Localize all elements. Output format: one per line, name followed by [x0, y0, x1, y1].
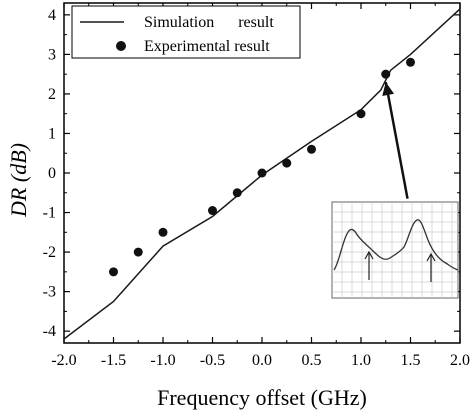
experimental-point	[109, 267, 118, 277]
x-tick-label: 0.0	[252, 352, 272, 369]
simulation-series	[63, 8, 461, 340]
experimental-point	[208, 206, 217, 216]
y-tick-label: 0	[48, 165, 56, 182]
legend-marker-swatch	[116, 41, 126, 51]
axes: -2.0 -1.5 -1.0 -0.5 0.0 0.5 1.0 1.5 2.0 -4 -3 -2 -1 0…	[43, 2, 470, 369]
x-tick-label: -2.0	[51, 352, 76, 369]
x-tick-label: 0.5	[302, 352, 322, 369]
simulation-line	[63, 8, 461, 340]
y-axis-label: DR (dB)	[6, 143, 31, 218]
x-tick-label: 1.5	[401, 352, 421, 369]
experimental-point	[282, 158, 292, 168]
experimental-point	[406, 57, 415, 67]
inset-spectrum	[331, 201, 459, 299]
experimental-point	[158, 227, 168, 237]
inset-arrowhead	[364, 250, 374, 260]
x-axis-label: Frequency offset (GHz)	[157, 385, 367, 410]
experimental-point	[133, 247, 143, 257]
annotation-arrow-line	[384, 81, 409, 199]
y-tick-label: 4	[48, 7, 56, 24]
y-tick-label: -2	[43, 244, 56, 261]
inset-spectrum-trace	[333, 219, 459, 271]
inset-arrowhead	[426, 252, 436, 262]
x-tick-label: -1.5	[101, 352, 126, 369]
experimental-point	[381, 69, 391, 79]
legend-label-experimental: Experimental result	[144, 38, 270, 55]
annotation-arrowhead	[382, 82, 395, 96]
annotations	[382, 81, 409, 199]
x-tick-label: -0.5	[200, 352, 225, 369]
y-tick-label: 2	[48, 86, 56, 103]
y-tick-label: 3	[48, 46, 56, 63]
y-tick-label: -1	[43, 205, 56, 222]
legend: Simulation result Experimental result	[71, 5, 301, 59]
x-tick-label: -1.0	[150, 352, 175, 369]
experimental-series	[109, 57, 415, 277]
experimental-point	[307, 144, 316, 154]
legend-label-simulation: Simulation result	[144, 14, 274, 31]
experimental-point	[232, 188, 242, 198]
x-tick-label: 2.0	[450, 352, 470, 369]
y-tick-label: 1	[48, 125, 56, 142]
inset-frame	[331, 201, 459, 299]
experimental-point	[257, 168, 267, 178]
y-tick-label: -3	[43, 284, 56, 301]
legend-box	[71, 5, 301, 59]
x-tick-label: 1.0	[351, 352, 371, 369]
y-tick-label: -4	[43, 323, 56, 340]
experimental-point	[356, 109, 366, 119]
